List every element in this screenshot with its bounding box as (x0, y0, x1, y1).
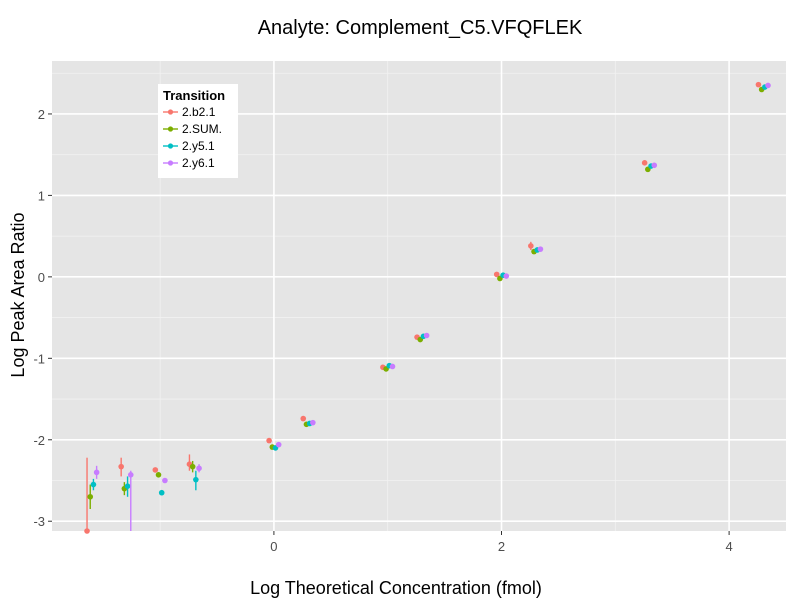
chart-title: Analyte: Complement_C5.VFQFLEK (258, 17, 583, 39)
data-point (503, 273, 510, 279)
data-point (537, 246, 544, 252)
legend-key-dot (167, 143, 174, 149)
x-tick-label: 4 (725, 539, 732, 554)
data-point (266, 437, 272, 444)
data-point (389, 363, 396, 370)
data-marks (84, 81, 771, 534)
data-point (127, 471, 134, 478)
y-tick-label: -1 (33, 351, 45, 366)
y-tick-label: -2 (33, 433, 45, 448)
x-axis-title: Log Theoretical Concentration (fmol) (250, 578, 542, 598)
data-point (158, 489, 165, 496)
data-point (90, 481, 97, 488)
legend-label: 2.b2.1 (182, 105, 216, 119)
data-point (493, 271, 500, 278)
legend-key-dot (167, 160, 174, 166)
series-2.b2.1 (84, 81, 762, 534)
y-tick-label: -3 (33, 514, 45, 529)
data-point (528, 243, 534, 249)
data-point (310, 419, 316, 426)
x-tick-label: 2 (498, 539, 505, 554)
y-axis-ticks: -3 -2 -1 0 1 2 (33, 107, 52, 529)
data-point (196, 465, 202, 472)
data-point (755, 81, 762, 88)
data-point (193, 476, 199, 483)
data-point (84, 528, 90, 534)
y-axis-title: Log Peak Area Ratio (8, 212, 28, 377)
legend: Transition 2.b2.1 2.SUM. 2.y5.1 2.y6.1 (158, 84, 238, 178)
data-point (93, 469, 100, 476)
y-tick-label: 2 (38, 107, 45, 122)
data-point (300, 415, 307, 422)
legend-label: 2.y5.1 (182, 139, 215, 153)
legend-label: 2.y6.1 (182, 156, 215, 170)
y-tick-label: 0 (38, 270, 45, 285)
series-2.y6.1 (93, 82, 771, 531)
legend-item: 2.y6.1 (163, 156, 215, 170)
data-point (87, 493, 94, 500)
data-point (189, 463, 196, 470)
data-point (651, 162, 658, 169)
y-tick-label: 1 (38, 188, 45, 203)
data-point (765, 82, 771, 89)
x-tick-label: 0 (270, 539, 277, 554)
data-point (124, 483, 131, 489)
data-point (641, 160, 648, 166)
data-point (152, 467, 159, 473)
data-point (275, 441, 282, 448)
data-point (155, 471, 162, 478)
legend-item: 2.y5.1 (163, 139, 215, 153)
x-axis-ticks: 0 2 4 (270, 531, 733, 554)
legend-label: 2.SUM. (182, 122, 222, 136)
legend-item: 2.b2.1 (163, 105, 216, 119)
legend-key-dot (167, 126, 174, 132)
data-point (118, 463, 124, 470)
legend-key-dot (167, 109, 174, 115)
legend-title: Transition (163, 88, 225, 103)
data-point (423, 332, 430, 339)
legend-item: 2.SUM. (163, 122, 222, 136)
data-point (162, 477, 168, 484)
